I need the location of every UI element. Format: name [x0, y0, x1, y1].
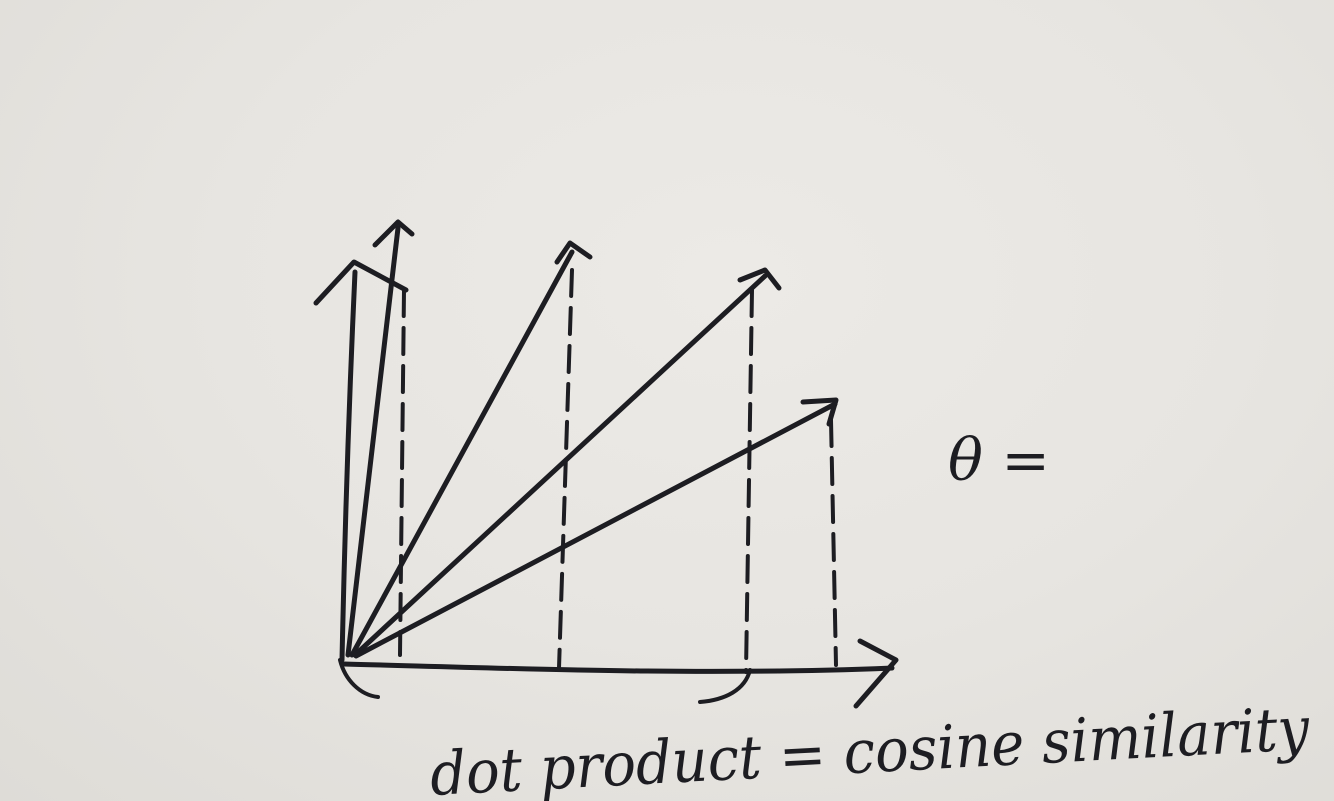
projections [398, 268, 838, 674]
x-axis-arrowhead [853, 638, 899, 709]
x-axis [341, 661, 895, 674]
vector-4 [353, 401, 838, 659]
vector-4-arrowhead [800, 397, 839, 427]
vector-3-arrowhead [737, 267, 782, 291]
projection-2 [557, 268, 574, 670]
axes [313, 259, 899, 709]
y-axis-arrowhead [313, 259, 409, 306]
vector-2-arrowhead [554, 240, 593, 265]
projection-1 [398, 288, 406, 657]
axis-scribble [698, 668, 752, 704]
vector-3 [352, 273, 768, 658]
projection-4 [829, 418, 838, 667]
vector-1-arrowhead [372, 219, 415, 248]
projection-3 [744, 288, 754, 674]
y-axis [339, 269, 358, 663]
origin-scribble [338, 658, 380, 699]
vector-1 [345, 225, 401, 658]
angle-label: θ = [948, 426, 1050, 494]
vectors [345, 219, 839, 659]
caption: dot product = cosine similarity [428, 694, 1311, 801]
vector-2 [349, 249, 575, 658]
